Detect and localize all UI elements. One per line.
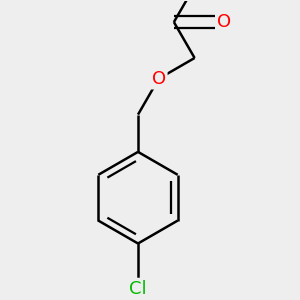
Text: O: O xyxy=(217,13,231,31)
Text: Cl: Cl xyxy=(129,280,147,298)
Text: O: O xyxy=(152,70,166,88)
